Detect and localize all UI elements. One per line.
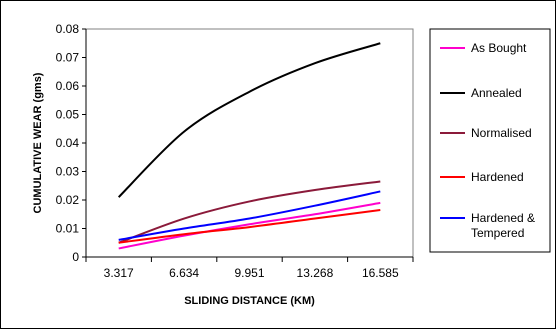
x-axis-title: SLIDING DISTANCE (KM) bbox=[184, 295, 315, 307]
series-line-annealed bbox=[117, 42, 381, 198]
y-tick-label: 0.04 bbox=[56, 136, 80, 150]
x-tick-label: 9.951 bbox=[234, 266, 264, 280]
y-tick-label: 0.03 bbox=[56, 165, 80, 179]
x-tick-label: 6.634 bbox=[169, 266, 199, 280]
legend-label-normalised: Normalised bbox=[471, 126, 532, 140]
x-axis: 3.317 6.634 9.951 13.268 16.585 bbox=[85, 256, 414, 280]
y-tick-label: 0.01 bbox=[56, 222, 80, 236]
legend-label-annealed: Annealed bbox=[471, 86, 522, 100]
y-tick-label: 0.02 bbox=[56, 193, 80, 207]
y-axis: 0 0.01 0.02 0.03 0.04 0.05 0.06 0.07 0.08 bbox=[56, 22, 87, 264]
legend-label-hardened-tempered: Hardened & Tempered bbox=[471, 211, 535, 240]
series-line-hardened bbox=[118, 208, 381, 244]
plot-border bbox=[85, 28, 414, 258]
legend-label-hardened: Hardened bbox=[471, 170, 524, 184]
series-line-normalised bbox=[118, 180, 381, 244]
plot-area bbox=[85, 28, 414, 258]
y-tick-label: 0 bbox=[72, 250, 79, 264]
series-line-hardened-tempered bbox=[118, 190, 381, 241]
y-tick-label: 0.07 bbox=[56, 51, 80, 65]
x-tick-label: 16.585 bbox=[362, 266, 399, 280]
legend: As Bought Annealed Normalised Hardened Harde… bbox=[429, 28, 551, 253]
y-axis-title: CUMULATIVE WEAR (gms) bbox=[32, 72, 44, 213]
legend-box bbox=[429, 28, 551, 253]
legend-label-as-bought: As Bought bbox=[471, 41, 527, 55]
y-tick-label: 0.08 bbox=[56, 22, 80, 36]
y-tick-label: 0.06 bbox=[56, 79, 80, 93]
y-tick-label: 0.05 bbox=[56, 108, 80, 122]
x-tick-label: 13.268 bbox=[297, 266, 334, 280]
x-tick-label: 3.317 bbox=[104, 266, 134, 280]
series-line-as-bought bbox=[118, 201, 381, 250]
series-layer bbox=[117, 42, 381, 250]
